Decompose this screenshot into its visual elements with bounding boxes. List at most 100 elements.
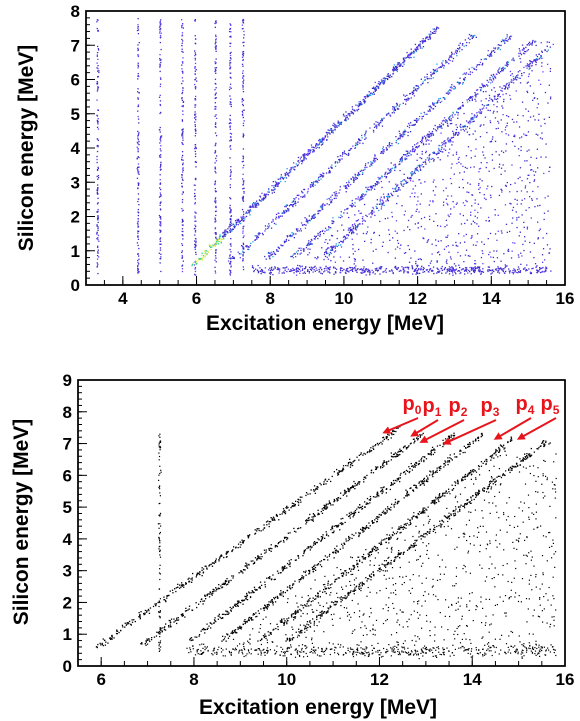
data-point [465,199,467,202]
data-point [194,270,197,273]
data-point [137,115,139,118]
data-point [517,254,520,256]
data-point [382,152,384,155]
data-point [352,224,354,226]
data-point [524,160,526,162]
data-point [422,511,424,513]
data-point [388,144,390,146]
y-tick-label: 0 [71,276,80,295]
data-point [194,38,197,40]
data-point [430,33,432,35]
data-point [470,511,472,513]
data-point [507,64,509,66]
data-point [137,143,139,145]
data-point [523,72,525,74]
data-point [412,180,414,182]
data-point [549,651,551,653]
data-point [328,271,330,273]
data-point [524,198,526,200]
data-point [271,251,273,253]
data-point [332,249,334,251]
data-point [242,242,244,244]
data-point [459,255,462,257]
data-point [408,261,411,263]
data-point [215,257,217,259]
data-point [502,40,504,42]
data-point [96,90,98,92]
data-point [518,471,521,473]
data-point [181,186,183,188]
data-point [316,143,319,145]
data-point [159,182,161,185]
data-point [214,187,216,190]
data-point [456,126,458,129]
data-point [159,28,161,31]
data-point [391,269,393,271]
data-point [471,235,473,237]
data-point [229,218,232,220]
data-point [268,257,270,259]
data-point [261,232,264,235]
data-point [428,271,430,273]
data-point [428,136,430,138]
data-point [383,80,385,82]
data-point [491,55,493,57]
data-point [402,133,404,135]
data-point [409,229,411,231]
data-point [325,172,328,174]
data-point [387,251,389,254]
data-point [352,205,354,207]
data-point [471,71,474,74]
data-point [351,106,353,108]
data-point [215,237,217,239]
data-point [432,68,434,71]
data-point [503,100,505,103]
data-point [396,268,398,270]
data-point [287,174,289,176]
data-point [137,139,139,141]
data-point [364,138,366,140]
data-point [396,202,398,205]
data-point [429,33,431,36]
data-point [358,139,361,142]
data-point [525,563,527,565]
data-point [521,101,524,103]
data-point [498,72,500,74]
data-point [336,237,338,240]
data-point [341,216,343,218]
data-point [181,224,184,226]
data-point [541,50,543,52]
data-point [457,633,459,636]
data-point [422,38,424,40]
data-point [376,183,378,186]
data-point [279,177,282,180]
data-point [508,250,510,252]
data-point [449,116,451,118]
data-point [209,246,212,248]
data-point [345,117,347,119]
data-point [441,120,444,122]
data-point [533,180,535,182]
data-point [334,125,337,127]
data-point [370,187,372,189]
data-point [389,76,391,78]
data-point [307,269,309,271]
data-point [489,120,491,122]
data-point [419,614,421,616]
data-point [383,81,385,84]
data-point [242,18,244,21]
data-point [160,32,162,34]
data-point [348,271,350,273]
data-point [359,103,361,105]
data-point [194,20,196,22]
data-point [454,87,457,89]
data-point [432,201,434,203]
data-point [358,139,360,141]
data-point [215,47,217,50]
data-point [252,203,254,205]
data-point [271,221,273,223]
data-point [501,67,503,70]
data-point [450,208,452,210]
data-point [218,238,220,241]
data-point [246,245,248,247]
